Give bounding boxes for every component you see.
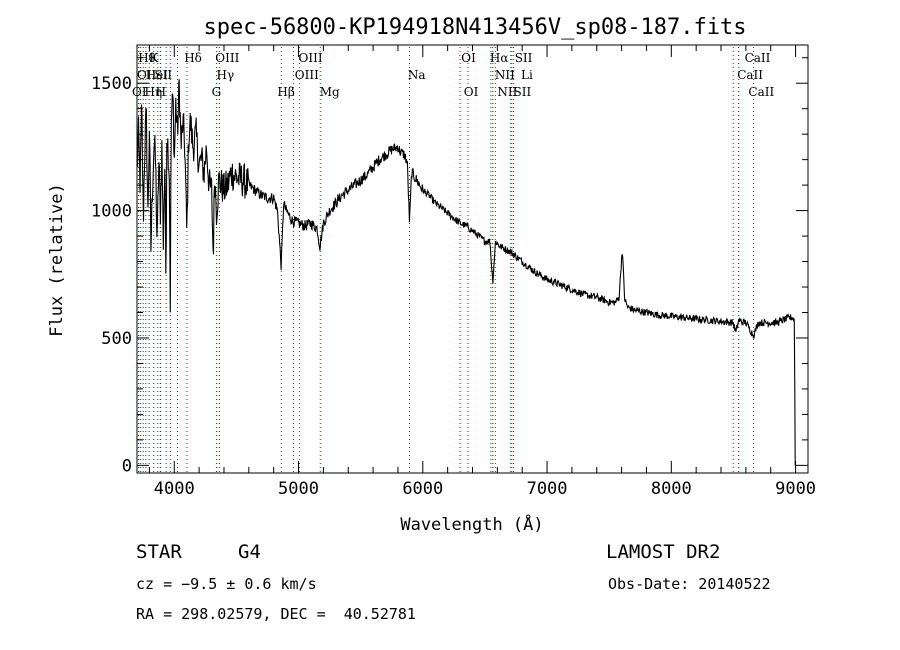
- line-label-top_row3-1: Hη: [145, 85, 163, 99]
- line-label-top_row1-7: SII: [515, 51, 533, 65]
- line-label-top_row2-4: OIII: [295, 68, 319, 82]
- subclass: G4: [238, 541, 261, 563]
- spectrum-line: [136, 79, 796, 466]
- plot-axes: 4000 5000 6000 7000 8000 9000 0 500 1000 1500: [91, 44, 816, 499]
- x-tick-label-1: 5000: [278, 479, 319, 499]
- x-tick-label-5: 9000: [775, 479, 816, 499]
- line-label-top_row2-2: SII: [154, 68, 172, 82]
- line-label-top_row3-4: Hβ: [277, 85, 294, 99]
- y-tick-label-3: 1500: [91, 74, 132, 94]
- line-label-top_row1-1: K: [149, 51, 159, 65]
- line-label-top_row1-3: OIII: [215, 51, 239, 65]
- line-label-top_row1-5: OI: [461, 51, 476, 65]
- x-tick-label-2: 6000: [402, 479, 443, 499]
- y-tick-label-2: 1000: [91, 202, 132, 222]
- line-label-top_row2-7: Li: [521, 68, 533, 82]
- line-label-top_row3-0: OI: [132, 85, 147, 99]
- line-label-top_row1-6: Hα: [490, 51, 509, 65]
- velocity-readout: cz = −9.5 ± 0.6 km/s: [136, 575, 317, 593]
- line-label-top_row2-1: HeI: [146, 68, 169, 82]
- line-label-top_row3-3: G: [212, 85, 222, 99]
- spectrum-series: [136, 79, 796, 466]
- line-label-top_row2-6: NII: [495, 68, 515, 82]
- x-tick-label-0: 4000: [154, 479, 195, 499]
- line-label-top_row3-2: H: [156, 85, 166, 99]
- y-tick-label-1: 500: [101, 329, 132, 349]
- line-label-top_row3-8: SII: [514, 85, 532, 99]
- line-label-top_row3-9: CaII: [748, 85, 774, 99]
- line-label-top_row2-3: Hγ: [217, 68, 235, 82]
- y-tick-label-0: 0: [122, 456, 132, 476]
- spectrum-chart: spec-56800-KP194918N413456V_sp08-187.fit…: [47, 15, 816, 535]
- spectral-line-markers: [137, 47, 755, 473]
- object-type: STAR: [136, 541, 182, 563]
- line-label-top_row1-8: CaII: [745, 51, 771, 65]
- coordinates: RA = 298.02579, DEC = 40.52781: [136, 605, 416, 623]
- chart-title: spec-56800-KP194918N413456V_sp08-187.fit…: [203, 15, 746, 40]
- plot-frame: [136, 44, 809, 474]
- x-tick-label-3: 7000: [527, 479, 568, 499]
- line-label-top_row2-8: CaII: [737, 68, 763, 82]
- x-axis-label: Wavelength (Å): [400, 513, 543, 535]
- obs-date: Obs-Date: 20140522: [608, 575, 771, 593]
- line-label-top_row2-5: Na: [408, 68, 426, 82]
- line-label-top_row1-0: Hθ: [138, 51, 156, 65]
- line-label-top_row1-2: Hδ: [184, 51, 202, 65]
- y-axis-label: Flux (relative): [47, 183, 67, 337]
- line-label-top_row3-5: Mg: [320, 85, 340, 99]
- line-label-top_row3-7: NII: [497, 85, 517, 99]
- line-label-top_row3-6: OI: [464, 85, 479, 99]
- line-label-top_row2-0: OII: [137, 68, 157, 82]
- survey-label: LAMOST DR2: [606, 541, 721, 563]
- x-tick-label-4: 8000: [651, 479, 692, 499]
- line-label-top_row1-4: OIII: [299, 51, 323, 65]
